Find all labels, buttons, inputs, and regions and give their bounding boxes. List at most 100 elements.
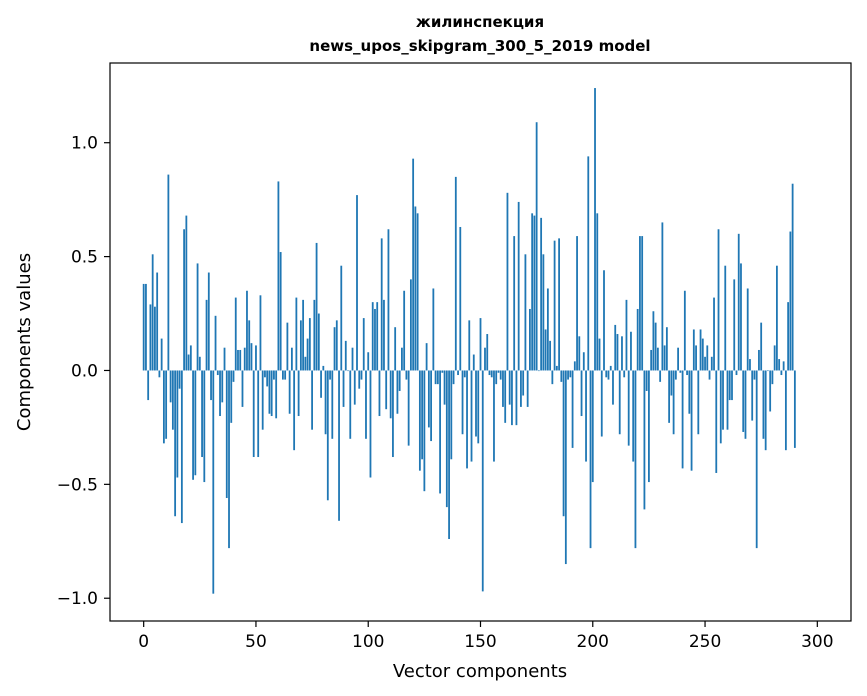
y-tick-label: 0.5 (71, 248, 98, 268)
bar (340, 265, 343, 371)
bar (221, 370, 224, 403)
bar (793, 370, 796, 448)
bar (403, 290, 406, 371)
bar (544, 329, 547, 371)
bar (468, 320, 471, 371)
bar (392, 370, 394, 458)
bar (589, 370, 592, 549)
x-tick-label: 200 (577, 632, 609, 652)
y-tick-label: 1.0 (71, 134, 98, 154)
bar (385, 370, 388, 410)
bar (621, 336, 623, 371)
bar (383, 299, 385, 371)
bar (326, 370, 329, 501)
bar (656, 347, 659, 371)
bar (594, 88, 596, 371)
bar (773, 345, 776, 371)
bar (652, 311, 655, 371)
bar (284, 370, 287, 380)
bar (427, 370, 430, 428)
bar (648, 370, 650, 483)
bar (264, 370, 266, 378)
bar (744, 370, 747, 439)
bar (261, 370, 264, 430)
bar (778, 359, 781, 371)
bar (225, 370, 228, 499)
bar (470, 370, 473, 462)
x-tick-label: 150 (464, 632, 496, 652)
bar (288, 370, 291, 414)
bar (358, 370, 361, 389)
bar (380, 238, 383, 371)
bar (277, 181, 280, 371)
bar (394, 327, 397, 371)
bar (753, 370, 756, 380)
bar (719, 370, 722, 444)
bar (174, 370, 177, 517)
bar (270, 370, 273, 417)
bar (591, 370, 594, 483)
bar (596, 213, 599, 371)
bar (668, 370, 671, 423)
bar (639, 236, 641, 371)
bar (452, 370, 455, 385)
bar (162, 370, 165, 444)
bar (216, 370, 219, 376)
bar (371, 302, 374, 371)
bar (632, 370, 635, 462)
bar (387, 229, 390, 371)
bar (630, 331, 632, 371)
x-axis: 0 50 100 150 200 250 300 (138, 621, 834, 652)
bar (463, 370, 466, 378)
bar (405, 370, 408, 380)
bar (234, 297, 237, 371)
bar (308, 318, 311, 371)
bar (237, 349, 239, 371)
bar (347, 370, 349, 372)
bar (497, 370, 500, 373)
bar (531, 213, 534, 371)
bar (490, 370, 493, 378)
bar (250, 343, 253, 371)
bar (421, 370, 424, 460)
bar (508, 370, 511, 405)
bar (782, 361, 785, 371)
bar (722, 370, 724, 430)
chart-title: жилинспекция (416, 13, 544, 31)
bar (223, 347, 226, 371)
bar (495, 370, 498, 385)
bar (365, 370, 367, 439)
bar (160, 338, 163, 371)
bar (672, 370, 675, 435)
bar (504, 370, 507, 423)
bar (219, 370, 221, 417)
bar (526, 370, 529, 407)
bar (407, 370, 410, 446)
bar (342, 370, 345, 407)
bar (776, 265, 778, 371)
bar (618, 370, 621, 435)
bar (331, 370, 334, 439)
bar (600, 370, 603, 437)
bar (605, 370, 608, 378)
bar (616, 334, 619, 371)
x-tick-label: 0 (138, 632, 149, 652)
bar (780, 370, 783, 376)
bar (374, 308, 376, 371)
bar (376, 302, 379, 371)
bar (731, 370, 733, 401)
bar (735, 370, 738, 376)
bar (502, 370, 504, 407)
bar (607, 370, 610, 380)
x-axis-label: Vector components (393, 661, 567, 682)
bar (690, 370, 693, 471)
bar (598, 338, 601, 371)
bar (686, 370, 688, 376)
x-tick-label: 100 (352, 632, 384, 652)
bar (439, 370, 441, 494)
bar (398, 370, 401, 391)
y-tick-label: −1.0 (57, 589, 98, 609)
y-tick-label: 0.0 (71, 361, 98, 381)
bar (715, 370, 718, 473)
bar (614, 324, 617, 371)
